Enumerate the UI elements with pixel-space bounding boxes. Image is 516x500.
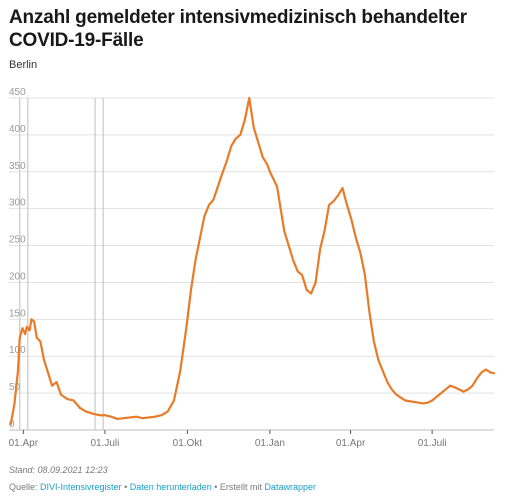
y-tick-label: 100 <box>9 345 26 356</box>
update-timestamp: Stand: 08.09.2021 12:23 <box>9 465 108 475</box>
x-axis: 01.Apr 01.Juli 01.Okt 01.Jan 01.Apr 01.Juli <box>9 430 447 449</box>
y-tick-label: 200 <box>9 271 26 282</box>
y-tick-label: 0 <box>9 419 15 430</box>
x-tick-label: 01.Okt <box>173 438 203 449</box>
chart-title: Anzahl gemeldeter intensivmedizinisch be… <box>9 7 467 51</box>
y-tick-label: 300 <box>9 198 26 209</box>
source-line: Quelle: DIVI-Intensivregister • Daten he… <box>9 482 316 492</box>
download-data-link[interactable]: Daten herunterladen <box>129 482 212 492</box>
x-tick-label: 01.Juli <box>90 438 119 449</box>
x-tick-label: 01.Apr <box>336 438 366 449</box>
y-tick-label: 150 <box>9 308 26 319</box>
y-tick-label: 250 <box>9 235 26 246</box>
datawrapper-link[interactable]: Datawrapper <box>264 482 316 492</box>
y-tick-label: 50 <box>9 382 21 393</box>
x-tick-label: 01.Apr <box>9 438 39 449</box>
y-axis: 0 50 100 150 200 250 300 350 400 450 <box>9 87 26 430</box>
line-chart: 0 50 100 150 200 250 300 350 400 450 01.Apr 01.Jul… <box>9 87 496 449</box>
y-tick-label: 450 <box>9 87 26 98</box>
created-with-text: • Erstellt mit <box>211 482 265 492</box>
reference-lines <box>19 98 104 430</box>
x-tick-label: 01.Jan <box>255 438 285 449</box>
separator: • <box>121 482 130 492</box>
series-line <box>9 96 496 426</box>
source-prefix: Quelle: <box>9 482 41 492</box>
y-tick-label: 400 <box>9 124 26 135</box>
y-tick-label: 350 <box>9 161 26 172</box>
chart-subtitle: Berlin <box>9 59 38 71</box>
x-tick-label: 01.Juli <box>418 438 447 449</box>
grid-lines <box>9 97 494 431</box>
source-link[interactable]: DIVI-Intensivregister <box>40 482 122 492</box>
